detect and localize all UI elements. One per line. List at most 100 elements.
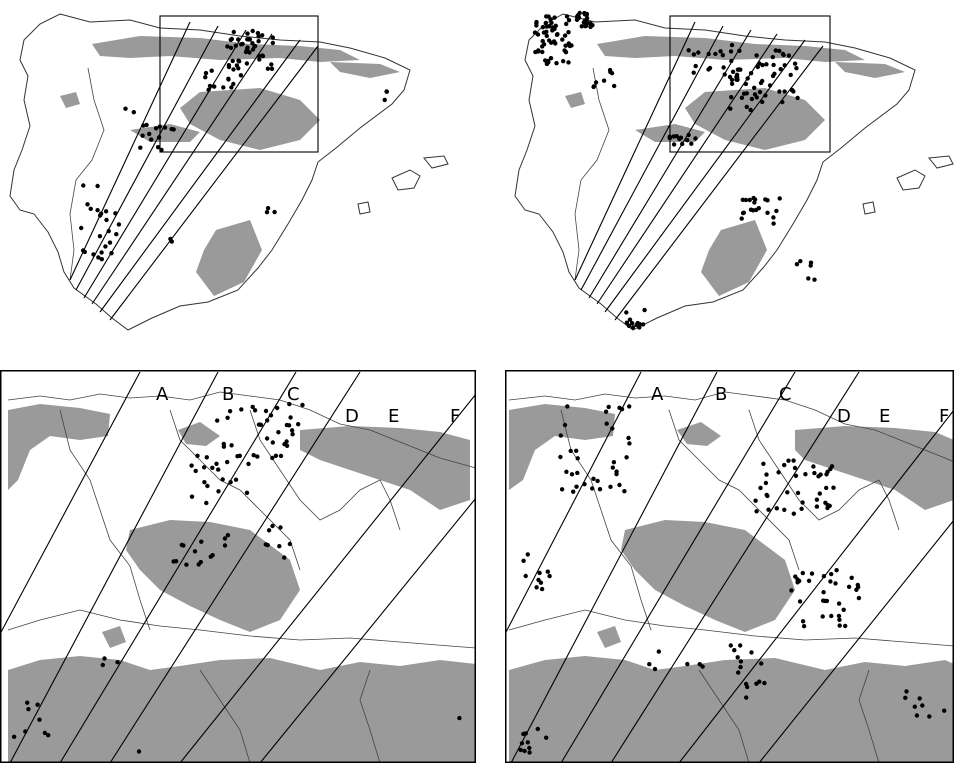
occurrence-point <box>637 321 642 327</box>
occurrence-point <box>766 507 771 512</box>
occurrence-point <box>527 750 532 755</box>
occurrence-point <box>547 573 552 579</box>
occurrence-point <box>225 44 230 49</box>
occurrence-point <box>763 480 769 486</box>
occurrence-point <box>538 580 544 585</box>
occurrence-point <box>626 435 631 441</box>
zone-label-b: B <box>222 384 234 405</box>
occurrence-point <box>569 43 574 48</box>
occurrence-point <box>210 465 215 470</box>
zone-label-d: D <box>345 406 359 427</box>
occurrence-point <box>582 18 588 23</box>
occurrence-point <box>208 554 213 559</box>
occurrence-point <box>791 458 796 463</box>
zone-labels: A B C D E F <box>156 384 460 427</box>
iberia-coastline <box>9 13 411 331</box>
occurrence-point <box>207 83 213 89</box>
overview-map-left-svg <box>9 13 449 331</box>
occurrence-point <box>558 454 563 460</box>
occurrence-point <box>720 53 725 58</box>
occurrence-point <box>250 41 255 46</box>
occurrence-point <box>789 87 794 93</box>
occurrence-point <box>627 441 632 446</box>
occurrence-point <box>264 436 270 441</box>
occurrence-point <box>79 225 84 231</box>
occurrence-point <box>144 122 149 128</box>
occurrence-point <box>235 454 240 459</box>
occurrence-point <box>759 661 764 666</box>
occurrence-point <box>238 73 244 78</box>
occurrence-point <box>793 574 798 579</box>
occurrence-point <box>579 24 584 29</box>
occurrence-point <box>691 52 697 57</box>
occurrence-point <box>591 476 596 481</box>
occurrence-point <box>761 461 766 466</box>
occurrence-point <box>752 85 757 91</box>
occurrence-point <box>758 485 763 491</box>
occurrence-point <box>647 662 652 667</box>
overview-map-right <box>505 0 954 350</box>
occurrence-point <box>156 135 162 140</box>
occurrence-point <box>612 83 617 89</box>
occurrence-point <box>228 45 234 50</box>
occurrence-point <box>680 141 685 147</box>
occurrence-point <box>671 142 677 147</box>
occurrence-point <box>525 552 530 557</box>
occurrence-point <box>147 131 152 137</box>
occurrence-point <box>754 95 759 100</box>
occurrence-point <box>823 500 828 505</box>
portugal-border <box>69 67 105 281</box>
occurrence-point <box>770 54 775 60</box>
mountain-areas <box>8 404 476 763</box>
occurrence-point <box>564 469 569 474</box>
occurrence-point <box>743 681 749 687</box>
occurrence-point <box>282 555 287 560</box>
occurrence-point <box>566 30 571 35</box>
occurrence-point <box>610 426 615 431</box>
occurrence-point <box>801 624 807 629</box>
occurrence-point <box>246 461 251 467</box>
occurrence-point <box>564 14 570 19</box>
occurrence-point <box>289 428 295 433</box>
occurrence-point <box>256 39 261 44</box>
occurrence-point <box>244 61 250 66</box>
occurrence-point <box>622 489 627 494</box>
occurrence-point <box>640 322 646 327</box>
occurrence-point <box>617 482 622 488</box>
occurrence-point <box>229 443 234 448</box>
occurrence-point <box>760 99 765 105</box>
occurrence-point <box>800 570 805 576</box>
occurrence-point <box>652 666 658 672</box>
occurrence-point <box>837 617 842 622</box>
occurrence-point <box>270 455 275 461</box>
occurrence-point <box>696 50 701 55</box>
occurrence-point <box>155 145 161 150</box>
occurrence-point <box>617 405 622 410</box>
occurrence-point <box>575 456 580 461</box>
occurrence-point <box>534 585 539 590</box>
occurrence-point <box>814 497 820 502</box>
occurrence-point <box>534 23 539 28</box>
occurrence-point <box>713 51 718 57</box>
occurrence-point <box>562 33 568 38</box>
occurrence-point <box>23 729 28 734</box>
zone-label-f: F <box>450 406 460 427</box>
occurrence-point <box>231 29 236 35</box>
occurrence-point <box>762 680 767 686</box>
occurrence-point <box>757 89 763 95</box>
occurrence-point <box>751 195 756 201</box>
occurrence-point <box>732 648 737 653</box>
occurrence-point <box>273 453 279 458</box>
occurrence-point <box>552 15 557 20</box>
occurrence-point <box>231 67 236 72</box>
occurrence-point <box>114 232 119 237</box>
occurrence-point <box>250 404 255 410</box>
occurrence-point <box>523 731 528 736</box>
occurrence-point <box>225 533 231 538</box>
occurrence-point <box>811 464 816 469</box>
occurrence-point <box>686 132 691 138</box>
occurrence-point <box>203 75 208 80</box>
occurrence-point <box>706 67 711 72</box>
occurrence-point <box>677 136 682 142</box>
occurrence-point <box>228 480 233 485</box>
